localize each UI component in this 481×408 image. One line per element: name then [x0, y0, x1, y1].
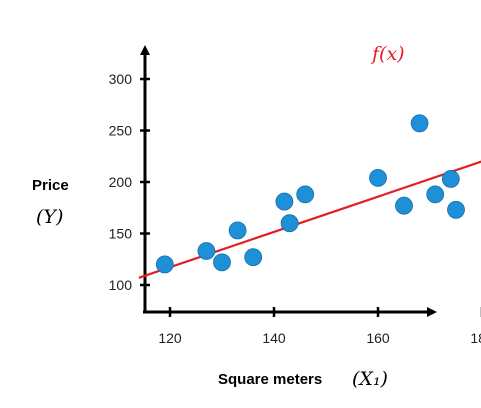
fit-line: [138, 160, 481, 279]
data-point: [155, 255, 174, 274]
fit-line-label: f(x): [370, 43, 405, 65]
y-tick-label: 100: [109, 277, 133, 293]
data-point: [447, 200, 465, 219]
x-tick-label: 120: [158, 330, 182, 346]
x-tick-label: 160: [366, 330, 390, 346]
data-point: [296, 185, 315, 204]
data-point: [228, 221, 247, 240]
data-point: [410, 114, 429, 133]
x-tick-label: 180: [470, 330, 481, 346]
data-point: [275, 192, 294, 211]
ticks: 100150200250300120140160180200: [109, 71, 481, 346]
x-tick-label: 140: [262, 330, 286, 346]
y-tick-label: 300: [109, 71, 133, 87]
data-point: [441, 170, 460, 188]
data-point: [369, 168, 387, 187]
y-axis-title: Price: [32, 177, 69, 194]
x-axis-symbol: (X₁): [352, 368, 388, 390]
data-point: [213, 253, 231, 272]
data-point: [426, 185, 445, 204]
x-axis-title: Square meters: [218, 371, 322, 388]
y-tick-label: 150: [109, 226, 133, 242]
data-point: [280, 214, 299, 233]
y-axis-symbol: (Y): [36, 206, 63, 228]
y-tick-label: 250: [109, 123, 133, 139]
data-points: [155, 114, 465, 274]
fit-line-layer: [138, 160, 481, 279]
data-point: [395, 196, 413, 215]
data-point: [244, 248, 263, 267]
data-point: [197, 242, 216, 260]
axes: [140, 45, 437, 317]
y-tick-label: 200: [109, 174, 133, 190]
